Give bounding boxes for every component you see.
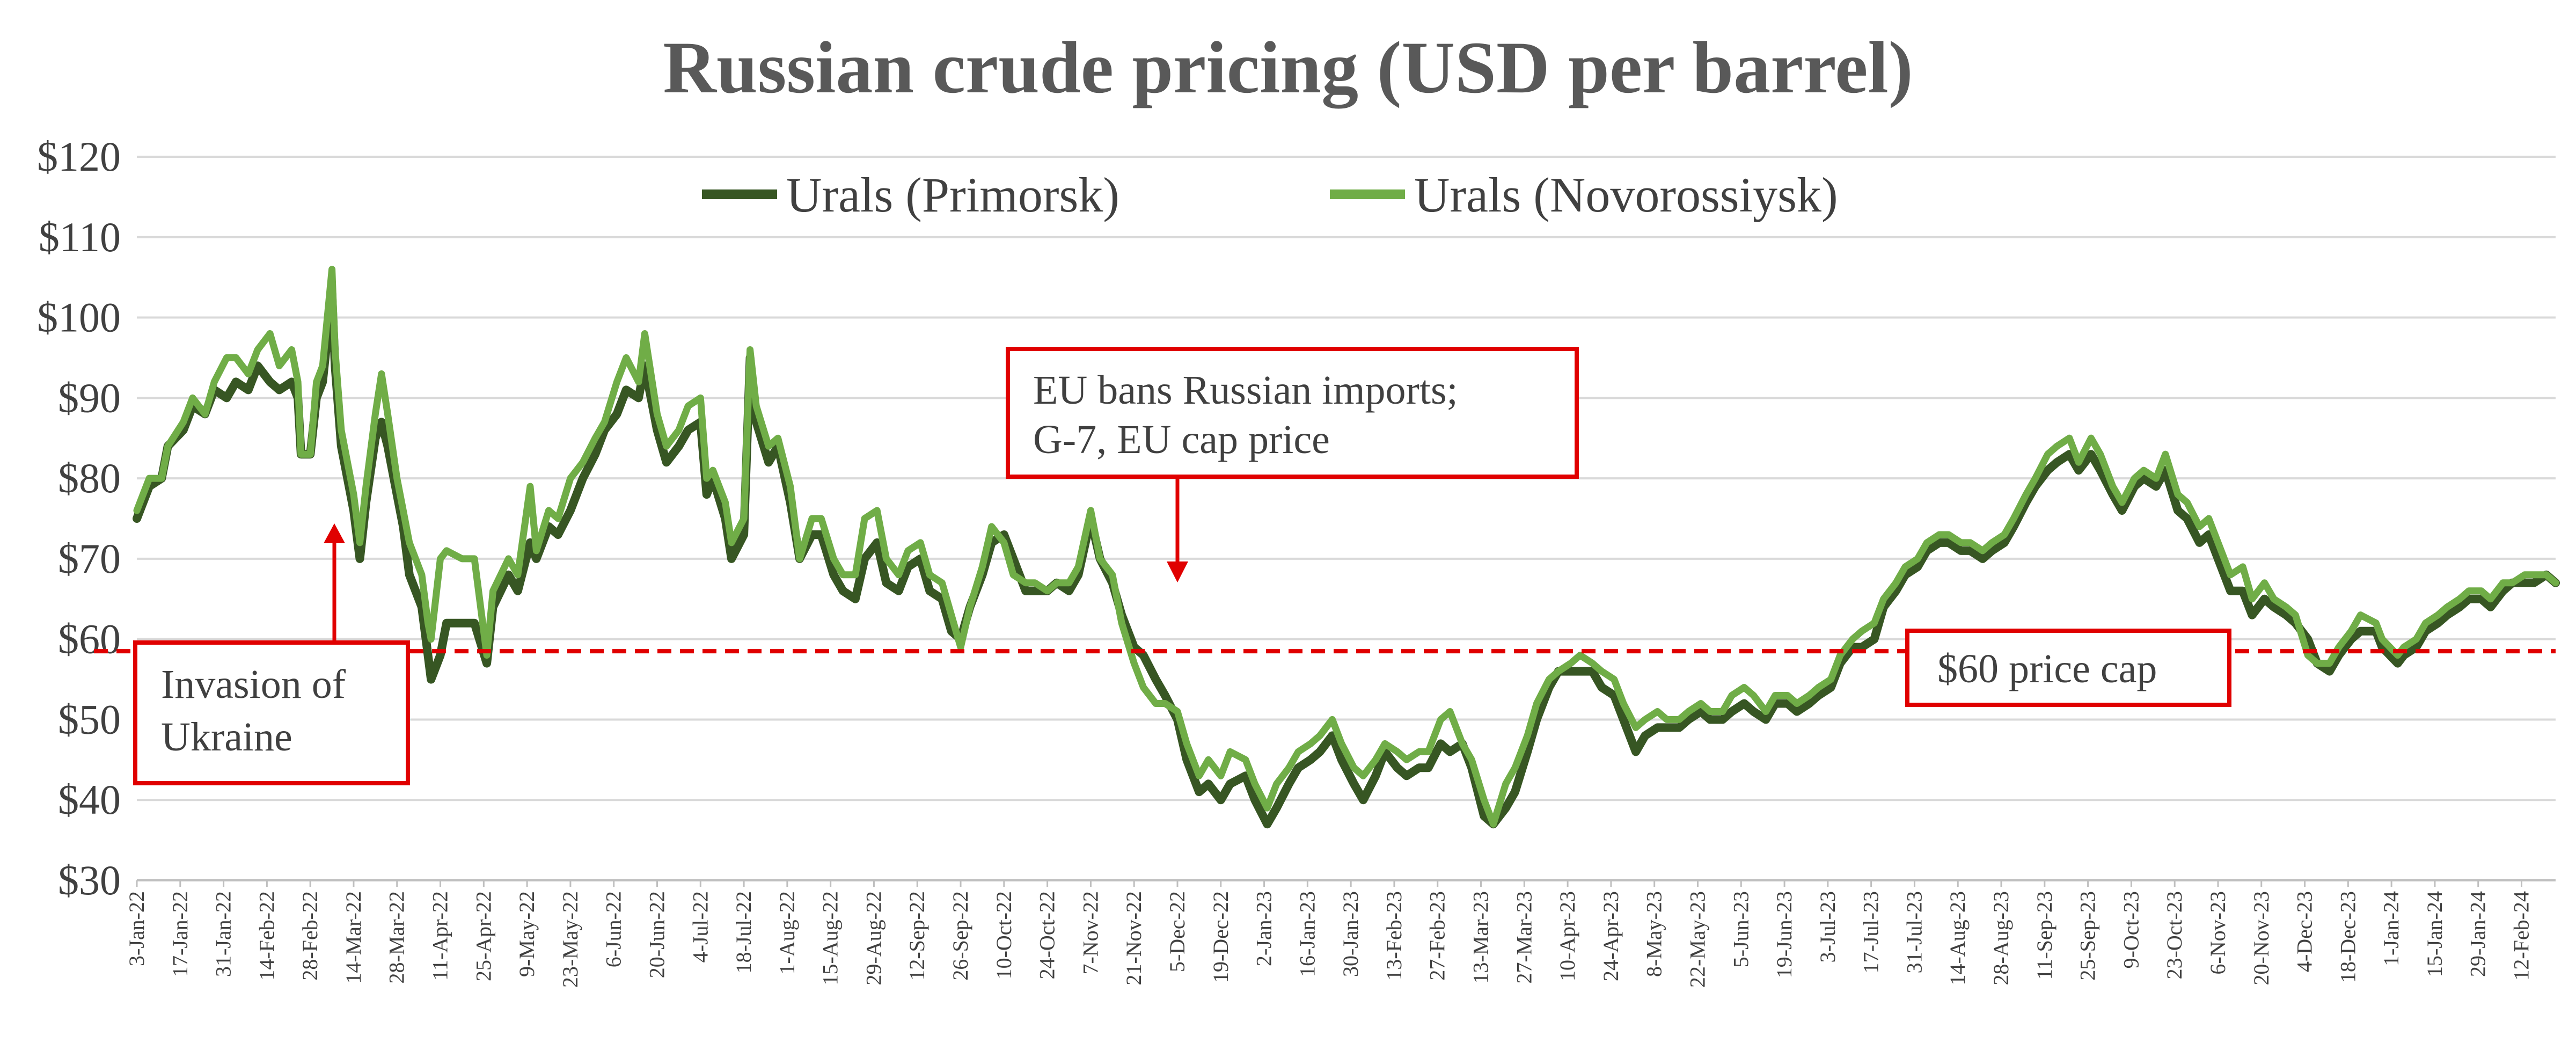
x-tick-label: 24-Apr-23 (1599, 891, 1623, 981)
x-tick-label: 3-Jan-22 (125, 891, 149, 966)
annotation-text: $60 price cap (1937, 646, 2157, 691)
x-tick-label: 31-Jul-23 (1902, 891, 1926, 973)
annotation-text: G-7, EU cap price (1033, 417, 1330, 462)
eu-ban-annotation: EU bans Russian imports;G-7, EU cap pric… (1006, 347, 1579, 582)
x-tick-label: 16-Jan-23 (1295, 891, 1319, 977)
x-tick-label: 14-Feb-22 (254, 891, 279, 981)
x-tick-label: 25-Apr-22 (471, 891, 495, 981)
x-tick-label: 12-Feb-24 (2509, 891, 2534, 981)
x-tick-label: 13-Feb-23 (1382, 891, 1406, 981)
x-tick-label: 14-Aug-23 (1945, 891, 1970, 986)
x-tick-label: 31-Jan-22 (211, 891, 236, 977)
annotation-text: Invasion of (161, 662, 346, 707)
x-tick-label: 27-Feb-23 (1425, 891, 1450, 981)
x-tick-label: 1-Jan-24 (2379, 891, 2403, 966)
legend-item: Urals (Primorsk) (702, 167, 1119, 222)
x-tick-label: 27-Mar-23 (1512, 891, 1536, 983)
x-tick-label: 30-Jan-23 (1338, 891, 1363, 977)
annotation-text: Ukraine (161, 714, 292, 760)
x-tick-label: 17-Jan-22 (168, 891, 192, 977)
x-tick-label: 14-Mar-22 (341, 891, 365, 983)
x-tick-label: 13-Mar-23 (1469, 891, 1493, 983)
annotation-text: EU bans Russian imports; (1033, 368, 1458, 413)
x-tick-label: 18-Dec-23 (2336, 891, 2360, 983)
x-tick-label: 21-Nov-22 (1122, 891, 1146, 986)
x-tick-label: 12-Sep-22 (905, 891, 929, 981)
x-tick-label: 4-Jul-22 (688, 891, 712, 962)
y-tick-label: $30 (58, 857, 121, 903)
x-tick-label: 24-Oct-22 (1035, 891, 1059, 979)
x-tick-label: 28-Aug-23 (1989, 891, 2013, 986)
x-tick-label: 9-May-22 (515, 891, 539, 977)
x-tick-label: 8-May-23 (1642, 891, 1666, 977)
x-tick-label: 5-Jun-23 (1729, 891, 1753, 967)
x-tick-label: 29-Aug-22 (861, 891, 885, 986)
y-tick-label: $70 (58, 535, 121, 582)
price-cap-annotation: $60 price cap (1905, 629, 2231, 707)
x-tick-label: 19-Dec-22 (1209, 891, 1233, 983)
x-tick-label: 1-Aug-22 (775, 891, 799, 975)
annotations: Invasion of Ukraine EU bans Russian import… (133, 347, 2231, 785)
arrow-head (1167, 561, 1188, 582)
y-tick-label: $90 (58, 374, 121, 421)
invasion-annotation: Invasion of Ukraine (133, 523, 410, 785)
y-tick-label: $50 (58, 696, 121, 742)
series-line-urals-novorossiysk (133, 266, 2559, 828)
x-tick-label: 19-Jun-23 (1772, 891, 1796, 978)
x-tick-label: 5-Dec-22 (1165, 891, 1189, 972)
legend-label: Urals (Primorsk) (786, 167, 1119, 222)
x-tick-label: 11-Apr-22 (428, 891, 452, 981)
annotation-box (1905, 629, 2231, 707)
x-tick-label: 28-Mar-22 (385, 891, 409, 983)
legend: Urals (Primorsk) Urals (Novorossiysk) (702, 167, 1838, 222)
x-tick-label: 23-Oct-23 (2162, 891, 2186, 979)
y-tick-label: $100 (37, 294, 121, 341)
x-tick-label: 18-Jul-22 (731, 891, 756, 973)
x-tick-label: 22-May-23 (1685, 891, 1709, 988)
x-tick-label: 15-Aug-22 (818, 891, 843, 986)
legend-label: Urals (Novorossiysk) (1414, 167, 1838, 222)
x-tick-label: 10-Oct-22 (992, 891, 1016, 979)
x-tick-label: 11-Sep-23 (2032, 891, 2057, 980)
x-tick-label: 20-Nov-23 (2249, 891, 2273, 986)
arrow-head (324, 523, 345, 543)
x-tick-label: 6-Jun-22 (602, 891, 626, 967)
legend-item: Urals (Novorossiysk) (1330, 167, 1838, 222)
y-tick-label: $110 (39, 214, 121, 260)
x-tick-label: 26-Sep-22 (948, 891, 972, 981)
annotation-box (1006, 347, 1579, 479)
y-axis-ticks: $30 $40 $50 $60 $70 $80 $90 $100 $110 $120 (37, 133, 121, 903)
x-tick-label: 9-Oct-23 (2119, 891, 2143, 968)
x-tick-label: 29-Jan-24 (2466, 891, 2490, 977)
x-tick-label: 4-Dec-23 (2293, 891, 2317, 972)
x-tick-label: 2-Jan-23 (1252, 891, 1276, 966)
x-tick-label: 15-Jan-24 (2423, 891, 2447, 977)
x-axis-ticks: 3-Jan-22 17-Jan-22 31-Jan-22 14-Feb-22 28-Fe… (125, 880, 2534, 988)
y-tick-label: $120 (37, 133, 121, 180)
x-tick-label: 6-Nov-23 (2206, 891, 2230, 975)
y-tick-label: $80 (58, 455, 121, 501)
chart-title: Russian crude pricing (USD per barrel) (663, 26, 1913, 108)
x-tick-label: 10-Apr-23 (1555, 891, 1579, 981)
x-tick-label: 3-Jul-23 (1816, 891, 1840, 962)
y-tick-label: $40 (58, 776, 121, 823)
x-tick-label: 28-Feb-22 (298, 891, 322, 981)
x-tick-label: 23-May-22 (558, 891, 582, 988)
x-tick-label: 20-Jun-22 (645, 891, 669, 978)
x-tick-label: 7-Nov-22 (1078, 891, 1102, 975)
x-tick-label: 17-Jul-23 (1859, 891, 1883, 973)
x-tick-label: 25-Sep-23 (2076, 891, 2100, 981)
annotation-box (133, 640, 410, 785)
y-tick-label: $60 (58, 616, 121, 662)
